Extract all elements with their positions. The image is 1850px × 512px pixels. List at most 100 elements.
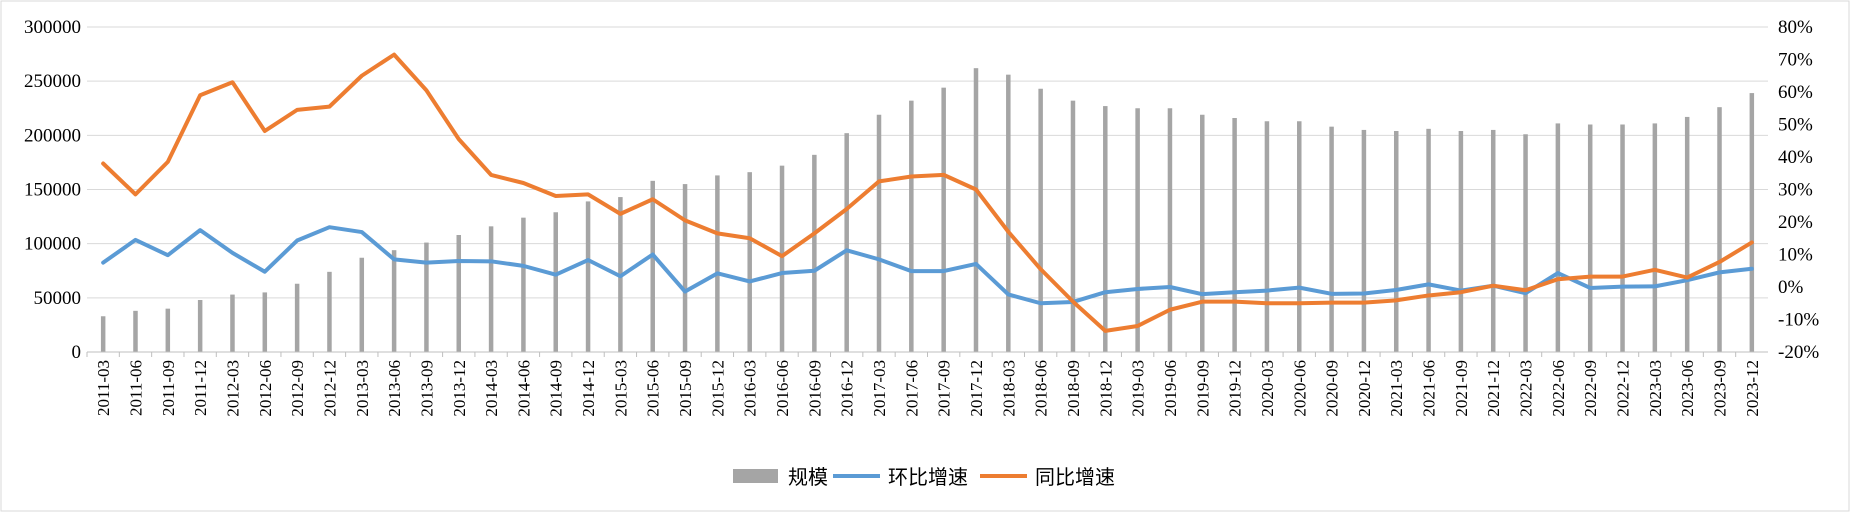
bar-scale (1200, 114, 1205, 352)
bar-scale (1523, 134, 1528, 352)
left-tick-label: 200000 (24, 125, 81, 146)
bar-scale (1490, 129, 1496, 352)
x-tick-label: 2019-09 (1193, 360, 1212, 417)
x-tick-label: 2022-09 (1581, 360, 1600, 417)
legend-label-mom: 环比增速 (888, 465, 968, 489)
gridlines (87, 26, 1768, 299)
x-tick-label: 2012-06 (256, 360, 275, 417)
right-axis-ticks: -20% -10% 0% 10% 20% 30% 40% 50% 60% 70% 80% (1778, 17, 1819, 363)
bar-scale (1426, 128, 1431, 352)
bar-scale (779, 165, 785, 352)
bar-scale (391, 250, 397, 352)
bar-scale (1393, 131, 1399, 352)
bar-scale (1458, 131, 1464, 352)
x-tick-label: 2022-03 (1517, 360, 1536, 417)
x-tick-label: 2013-09 (417, 360, 436, 417)
bar-scale (1297, 121, 1302, 352)
x-tick-label: 2021-12 (1484, 360, 1503, 417)
bar-scale (1135, 108, 1140, 352)
bar-scale (1620, 124, 1625, 352)
bar-scale (165, 308, 171, 352)
x-tick-label: 2015-06 (644, 360, 663, 417)
x-tick-label: 2015-03 (611, 360, 630, 417)
x-tick-label: 2014-03 (482, 360, 501, 417)
x-tick-label: 2018-09 (1064, 360, 1083, 417)
x-tick-label: 2014-12 (579, 360, 598, 417)
x-tick-label: 2012-09 (288, 360, 307, 417)
bar-scale (682, 184, 688, 352)
x-tick-label: 2020-03 (1258, 360, 1277, 417)
x-tick-label: 2015-09 (676, 360, 695, 417)
right-tick-label: 40% (1778, 147, 1813, 168)
right-tick-label: 50% (1778, 115, 1813, 136)
x-tick-label: 2019-06 (1161, 360, 1180, 417)
x-tick-label: 2023-03 (1646, 360, 1665, 417)
x-tick-label: 2012-12 (320, 360, 339, 417)
bar-scale (1264, 121, 1270, 352)
bar-scale (1070, 100, 1076, 353)
bar-scale (521, 217, 526, 352)
bar-scale (973, 68, 979, 353)
bar-scale (100, 316, 106, 352)
bar-scale (1717, 107, 1722, 353)
bar-scale (844, 133, 849, 352)
right-tick-label: 10% (1778, 245, 1813, 266)
bar-scale (941, 87, 946, 353)
x-tick-label: 2022-06 (1549, 360, 1568, 417)
bar-scale (553, 212, 558, 352)
x-tick-label: 2018-12 (1096, 360, 1115, 417)
bar-scale (1006, 74, 1011, 353)
bar-scale (359, 257, 365, 352)
legend-swatch-bar (733, 469, 778, 483)
x-tick-label: 2023-09 (1711, 360, 1730, 417)
bar-scale (909, 100, 914, 353)
bar-scale (133, 310, 138, 352)
x-tick-label: 2014-06 (514, 360, 533, 417)
bar-scale (1555, 123, 1561, 353)
x-tick-label: 2022-12 (1614, 360, 1633, 417)
x-tick-label: 2011-12 (191, 360, 210, 416)
x-tick-label: 2012-03 (223, 360, 242, 417)
bar-scale (294, 283, 300, 352)
bar-scale (1167, 108, 1173, 352)
bar-scale (1587, 124, 1593, 352)
legend-label-yoy: 同比增速 (1035, 465, 1115, 489)
right-tick-label: 80% (1778, 17, 1813, 38)
bar-scale (650, 180, 655, 352)
bar-scale (424, 242, 429, 352)
x-tick-label: 2017-06 (902, 360, 921, 417)
x-tick-label: 2011-03 (94, 360, 113, 416)
bar-scale (1038, 88, 1043, 352)
x-tick-label: 2013-12 (450, 360, 469, 417)
bar-scale (1329, 126, 1334, 353)
bar-scale (1749, 93, 1755, 352)
right-tick-label: 0% (1778, 277, 1804, 298)
x-tick-label: 2017-12 (967, 360, 986, 417)
bar-scale (1361, 129, 1367, 352)
left-tick-label: 150000 (24, 180, 81, 201)
bar-scale (197, 300, 203, 352)
legend-label-scale: 规模 (788, 465, 828, 489)
x-tick-label: 2013-06 (385, 360, 404, 417)
x-tick-label: 2013-03 (353, 360, 372, 417)
x-tick-label: 2019-03 (1129, 360, 1148, 417)
x-tick-label: 2021-03 (1387, 360, 1406, 417)
x-axis-ticks: 2011-03 2011-06 2011-09 2011-12 2012-03 2012-… (86, 352, 1762, 417)
bar-scale (262, 292, 268, 352)
bar-scale (230, 294, 235, 352)
x-tick-label: 2014-09 (547, 360, 566, 417)
right-tick-label: 20% (1778, 212, 1813, 233)
bar-scale (1232, 118, 1237, 352)
x-tick-label: 2020-09 (1323, 360, 1342, 417)
bar-scale (1684, 116, 1690, 353)
bar-series-scale (100, 68, 1755, 353)
left-tick-label: 250000 (24, 71, 81, 92)
bar-scale (812, 154, 817, 352)
right-tick-label: 60% (1778, 82, 1813, 103)
left-tick-label: 300000 (24, 17, 81, 38)
x-tick-label: 2011-09 (159, 360, 178, 416)
x-tick-label: 2018-03 (999, 360, 1018, 417)
legend: 规模 环比增速 同比增速 (733, 465, 1115, 489)
x-tick-label: 2015-12 (708, 360, 727, 417)
